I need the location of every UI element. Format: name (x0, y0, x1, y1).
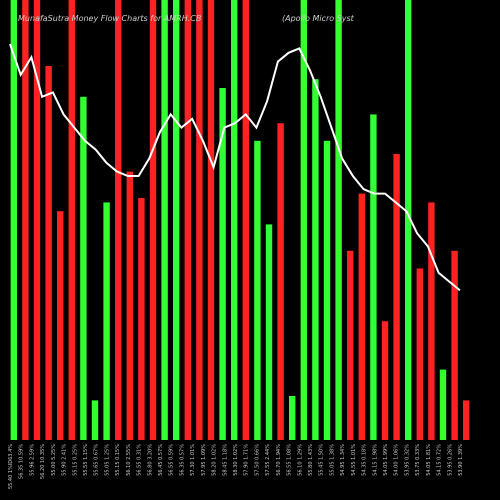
bar-green (103, 202, 110, 440)
bar-green (231, 0, 238, 440)
bar-red (381, 321, 389, 440)
x-tick-label: 54.05 1.99% (383, 444, 389, 476)
bar-red (277, 123, 284, 440)
bar-red (33, 0, 41, 440)
bar-green (323, 140, 331, 441)
bar-red (347, 250, 354, 440)
bar-green (173, 0, 180, 440)
x-tick-label: 58.20 1.02% (212, 444, 218, 476)
bar-red (451, 250, 458, 440)
bar-red (207, 0, 215, 440)
x-tick-label: 57.50 0.66% (254, 444, 260, 476)
bar-green (335, 0, 342, 440)
bar-red (68, 0, 75, 440)
bar-green (80, 96, 87, 441)
bar-red (196, 0, 203, 440)
bar-green (439, 369, 447, 440)
x-tick-label: 56.45 0.57% (158, 444, 164, 476)
price-line (9, 43, 461, 292)
x-tick-label: 55.80 1.43% (308, 444, 314, 476)
x-tick-label: 56.55 0.31% (137, 444, 143, 476)
x-tick-label: 56.55 1.08% (287, 444, 293, 476)
x-tick-label: 55.40 1%ID63.4% (8, 444, 14, 489)
x-tick-label: 56.35 10.59% (19, 444, 25, 479)
chart-subtitle: (Apollo Micro Syst (282, 14, 355, 23)
x-tick-label: 57.30 1.01% (190, 444, 196, 476)
x-tick-label: 55.45 1.50% (319, 444, 325, 476)
x-tick-label: 58.45 1.18% (222, 444, 228, 476)
bar-red (149, 0, 157, 440)
bar-red (57, 211, 64, 440)
bar-green (265, 224, 273, 440)
x-tick-label: 56.10 1.29% (297, 444, 303, 476)
x-tick-label: 54.05 1.81% (426, 444, 432, 476)
x-tick-label: 54.95 1.34% (340, 444, 346, 476)
bar-red (115, 0, 122, 440)
bar-green (370, 114, 377, 441)
bar-green (219, 88, 226, 440)
bar-green (289, 396, 296, 440)
x-tick-label: 55.90 2.41% (62, 444, 68, 476)
bar-red (416, 268, 423, 440)
x-tick-label: 56.20 10.35% (40, 444, 46, 479)
bar-green (91, 400, 99, 440)
x-tick-label: 53.95 0.32% (404, 444, 410, 476)
x-tick-label: 58.30 1.02% (233, 444, 239, 476)
x-tick-label: 55.15 0.25% (72, 444, 78, 476)
bar-red (358, 193, 365, 440)
x-tick-label: 56.70 1.94% (276, 444, 282, 476)
x-tick-label: 55.00 5.25% (51, 444, 57, 476)
x-tick-label: 54.55 1.01% (351, 444, 357, 476)
x-tick-label: 54.15 0.72% (437, 444, 443, 476)
bar-green (10, 0, 17, 440)
x-tick-label: 57.55 2.44% (265, 444, 271, 476)
bar-green (254, 140, 261, 441)
bar-green (300, 0, 307, 440)
x-tick-label: 56.55 0.59% (169, 444, 175, 476)
bar-red (126, 171, 133, 440)
x-tick-label: 56.35 0.57% (179, 444, 185, 476)
chart-title: MunafaSutra Money Flow Charts for AMRH.C… (18, 14, 201, 23)
x-tick-label: 55.55 1.15% (83, 444, 89, 476)
x-tick-labels: 55.40 1%ID63.4% 56.35 10.59% 55.96 2.59% 56… (8, 444, 464, 489)
bar-series (10, 0, 470, 441)
x-tick-label: 55.15 0.15% (115, 444, 121, 476)
x-tick-label: 55.96 2.59% (29, 444, 35, 476)
x-tick-label: 55.65 0.67% (94, 444, 100, 476)
x-tick-label: 56.10 2.55% (126, 444, 132, 476)
bar-red (428, 202, 435, 440)
x-tick-label: 56.80 3.20% (147, 444, 153, 476)
bar-green (161, 0, 168, 440)
bar-red (22, 0, 29, 440)
x-tick-label: 54.00 1.06% (394, 444, 400, 476)
bar-red (393, 154, 400, 440)
bar-red (45, 66, 52, 440)
x-tick-label: 54.15 1.98% (372, 444, 378, 476)
bar-red (242, 0, 249, 440)
x-tick-label: 55.05 1.25% (104, 444, 110, 476)
x-tick-label: 55.05 1.38% (329, 444, 335, 476)
x-tick-label: 57.95 1.09% (201, 444, 207, 476)
bar-red (184, 0, 191, 440)
x-tick-label: 54.35 0.18% (362, 444, 368, 476)
x-tick-label: 57.90 1.71% (244, 444, 250, 476)
x-tick-label: 53.90 1.39% (458, 444, 464, 476)
bar-red (463, 400, 470, 440)
bar-red (138, 198, 145, 440)
bar-green (405, 0, 412, 440)
x-tick-label: 53.95 0.26% (447, 444, 453, 476)
bar-green (312, 79, 319, 440)
x-tick-label: 53.75 0.33% (415, 444, 421, 476)
